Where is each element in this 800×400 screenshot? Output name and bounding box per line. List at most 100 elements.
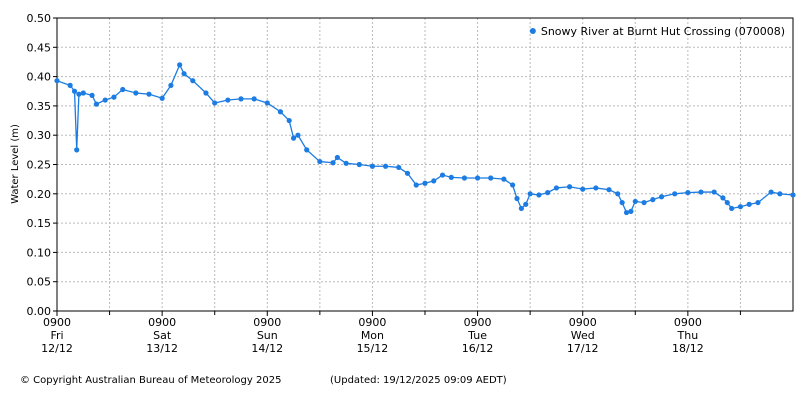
y-tick-label: 0.50 (27, 12, 52, 25)
data-point (777, 191, 783, 197)
x-tick-label: 0900 (358, 316, 386, 329)
data-point (146, 91, 152, 97)
x-tick-label: 15/12 (357, 342, 389, 355)
data-point (295, 132, 301, 138)
data-point (566, 184, 573, 190)
data-point (658, 194, 665, 200)
data-point (177, 62, 183, 68)
data-point (431, 178, 437, 184)
data-point (343, 160, 349, 166)
data-point (672, 191, 678, 197)
x-tick-label: 18/12 (672, 342, 704, 355)
y-axis-label: Water Level (m) (10, 124, 21, 204)
plot-frame (56, 17, 794, 312)
x-tick-label: 0900 (43, 316, 71, 329)
data-point (168, 82, 174, 88)
data-point (382, 163, 389, 169)
data-point (330, 160, 336, 166)
data-point (111, 94, 117, 100)
x-tick-label: 0900 (148, 316, 176, 329)
y-tick-label: 0.00 (27, 305, 52, 318)
y-tick-label: 0.40 (27, 71, 52, 84)
data-point (159, 95, 165, 101)
y-tick-label: 0.45 (27, 41, 52, 54)
data-point (523, 201, 529, 207)
y-tick-label: 0.20 (27, 188, 52, 201)
data-point (102, 97, 108, 103)
data-point (448, 174, 454, 180)
y-tick-label: 0.30 (27, 129, 52, 142)
data-point (545, 190, 551, 196)
data-point (580, 186, 586, 192)
x-tick-label: 13/12 (146, 342, 178, 355)
data-point (623, 209, 630, 216)
data-point (369, 163, 376, 169)
x-tick-label: 0900 (464, 316, 492, 329)
data-point (304, 147, 310, 153)
data-point (74, 147, 80, 153)
x-tick-label: 0900 (674, 316, 702, 329)
data-point (277, 109, 284, 115)
data-point (251, 96, 257, 102)
data-point (212, 100, 218, 106)
data-point (711, 189, 717, 195)
legend-marker (529, 28, 536, 34)
x-tick-label: 0900 (569, 316, 597, 329)
data-point (334, 154, 340, 161)
legend-label: Snowy River at Burnt Hut Crossing (07000… (541, 25, 785, 38)
x-tick-label: 14/12 (251, 342, 283, 355)
data-point (181, 71, 187, 77)
data-point (615, 191, 621, 197)
data-point (553, 185, 560, 191)
data-point (413, 182, 419, 188)
data-point (628, 208, 634, 214)
data-point (510, 182, 516, 188)
data-point (514, 195, 520, 202)
y-tick-label: 0.35 (27, 100, 52, 113)
data-point (120, 86, 126, 93)
updated-note: (Updated: 19/12/2025 09:09 AEDT) (330, 375, 507, 386)
data-point (501, 176, 507, 182)
data-point (264, 100, 270, 106)
data-point (356, 161, 362, 168)
data-point (461, 175, 468, 181)
data-point (768, 189, 774, 195)
data-point (317, 158, 323, 165)
data-point (67, 82, 73, 88)
copyright: © Copyright Australian Bureau of Meteoro… (20, 375, 281, 386)
x-tick-label: Fri (50, 329, 63, 342)
data-point (650, 197, 656, 203)
data-point (641, 199, 647, 206)
data-point (190, 78, 196, 84)
data-point (203, 90, 209, 96)
data-point (422, 180, 428, 186)
data-point (724, 199, 730, 206)
data-point (286, 117, 292, 124)
data-point (619, 199, 625, 206)
data-point (698, 189, 704, 195)
data-point (439, 172, 446, 178)
data-point (729, 205, 735, 212)
data-point (755, 199, 761, 206)
x-tick-label: Mon (361, 329, 384, 342)
data-point (54, 78, 60, 84)
data-point (238, 96, 244, 102)
data-point (632, 198, 638, 205)
data-point (474, 175, 481, 181)
y-tick-label: 0.05 (27, 276, 52, 289)
x-tick-label: Sat (153, 329, 172, 342)
data-point (80, 90, 86, 96)
data-point (225, 97, 231, 103)
data-point (488, 175, 494, 181)
data-point (518, 205, 524, 212)
x-tick-label: Thu (677, 329, 699, 342)
data-point (536, 192, 542, 198)
data-point (396, 164, 402, 171)
data-point (593, 185, 599, 191)
data-point (720, 195, 726, 201)
data-point (290, 135, 297, 141)
series (54, 62, 796, 216)
data-point (76, 91, 82, 97)
